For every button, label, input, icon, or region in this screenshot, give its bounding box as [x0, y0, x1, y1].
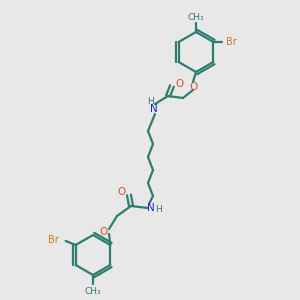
Text: H: H	[154, 206, 161, 214]
Text: Br: Br	[226, 37, 237, 47]
Text: O: O	[99, 227, 107, 237]
Text: CH₃: CH₃	[188, 13, 204, 22]
Text: N: N	[147, 203, 155, 213]
Text: H: H	[147, 98, 153, 106]
Text: CH₃: CH₃	[85, 286, 101, 296]
Text: O: O	[175, 79, 183, 89]
Text: O: O	[118, 187, 126, 197]
Text: O: O	[189, 82, 197, 92]
Text: Br: Br	[48, 235, 59, 245]
Text: N: N	[150, 104, 158, 114]
